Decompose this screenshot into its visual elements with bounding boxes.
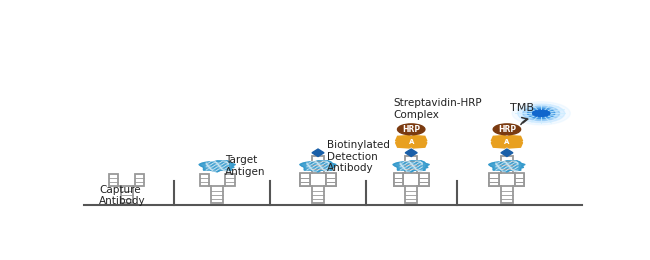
FancyBboxPatch shape [501,156,513,173]
Text: A: A [408,139,414,145]
FancyBboxPatch shape [211,186,223,203]
FancyBboxPatch shape [419,174,429,186]
FancyBboxPatch shape [121,186,133,203]
Circle shape [532,110,550,117]
FancyBboxPatch shape [326,173,335,186]
Polygon shape [199,161,235,172]
Text: Capture
Antibody: Capture Antibody [99,185,146,206]
Circle shape [517,104,565,123]
Polygon shape [489,161,525,172]
Polygon shape [504,140,523,148]
Text: Biotinylated
Detection
Antibody: Biotinylated Detection Antibody [327,140,390,173]
Text: HRP: HRP [402,125,421,134]
FancyBboxPatch shape [135,174,144,186]
Polygon shape [408,135,427,143]
Polygon shape [504,135,523,143]
Text: A: A [504,139,510,145]
Circle shape [404,126,412,129]
Polygon shape [300,161,336,172]
FancyBboxPatch shape [200,174,209,186]
FancyBboxPatch shape [405,186,417,203]
Circle shape [523,106,560,121]
Circle shape [398,124,425,135]
FancyBboxPatch shape [326,174,335,186]
FancyBboxPatch shape [419,173,429,186]
Polygon shape [501,149,513,157]
FancyBboxPatch shape [405,156,417,173]
FancyBboxPatch shape [312,186,324,203]
FancyBboxPatch shape [300,173,310,186]
FancyBboxPatch shape [109,174,118,186]
Text: TMB: TMB [510,103,534,113]
Text: HRP: HRP [498,125,516,134]
Polygon shape [393,161,430,172]
Circle shape [527,108,555,119]
FancyBboxPatch shape [394,173,403,186]
FancyBboxPatch shape [300,174,310,186]
FancyBboxPatch shape [489,173,499,186]
FancyBboxPatch shape [312,156,324,173]
Text: Streptavidin-HRP
Complex: Streptavidin-HRP Complex [393,98,482,120]
Polygon shape [491,140,510,148]
Polygon shape [396,135,415,143]
FancyBboxPatch shape [515,173,525,186]
Circle shape [493,124,521,135]
FancyBboxPatch shape [515,174,525,186]
FancyBboxPatch shape [394,174,403,186]
Circle shape [512,102,570,125]
FancyBboxPatch shape [489,174,499,186]
Polygon shape [312,149,324,157]
Text: Target
Antigen: Target Antigen [225,155,265,177]
FancyBboxPatch shape [226,174,235,186]
Polygon shape [405,149,417,157]
Polygon shape [408,140,427,148]
Polygon shape [491,135,510,143]
Circle shape [499,126,508,129]
FancyBboxPatch shape [501,186,513,203]
Polygon shape [396,140,415,148]
